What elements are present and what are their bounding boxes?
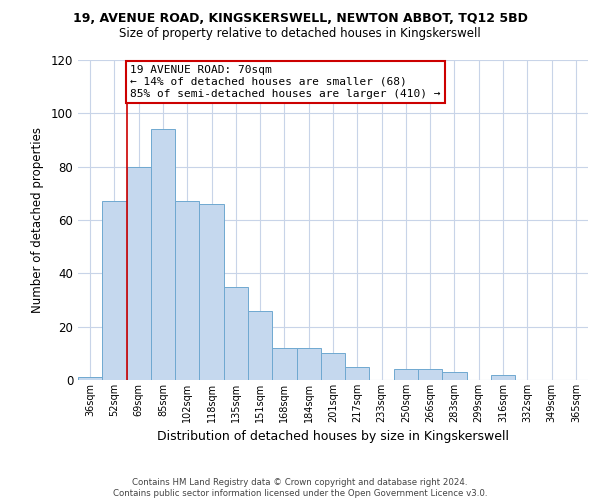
Text: Size of property relative to detached houses in Kingskerswell: Size of property relative to detached ho… [119,28,481,40]
Bar [442,372,467,380]
Bar [321,354,345,380]
Bar [78,378,102,380]
Bar [345,366,370,380]
Bar [224,286,248,380]
Bar [102,202,127,380]
Bar [175,202,199,380]
Text: Contains HM Land Registry data © Crown copyright and database right 2024.
Contai: Contains HM Land Registry data © Crown c… [113,478,487,498]
Bar [151,130,175,380]
Bar [127,166,151,380]
Bar [418,370,442,380]
Bar [394,370,418,380]
X-axis label: Distribution of detached houses by size in Kingskerswell: Distribution of detached houses by size … [157,430,509,444]
Bar [491,374,515,380]
Bar [199,204,224,380]
Y-axis label: Number of detached properties: Number of detached properties [31,127,44,313]
Bar [248,310,272,380]
Bar [272,348,296,380]
Text: 19 AVENUE ROAD: 70sqm
← 14% of detached houses are smaller (68)
85% of semi-deta: 19 AVENUE ROAD: 70sqm ← 14% of detached … [130,66,441,98]
Bar [296,348,321,380]
Text: 19, AVENUE ROAD, KINGSKERSWELL, NEWTON ABBOT, TQ12 5BD: 19, AVENUE ROAD, KINGSKERSWELL, NEWTON A… [73,12,527,26]
